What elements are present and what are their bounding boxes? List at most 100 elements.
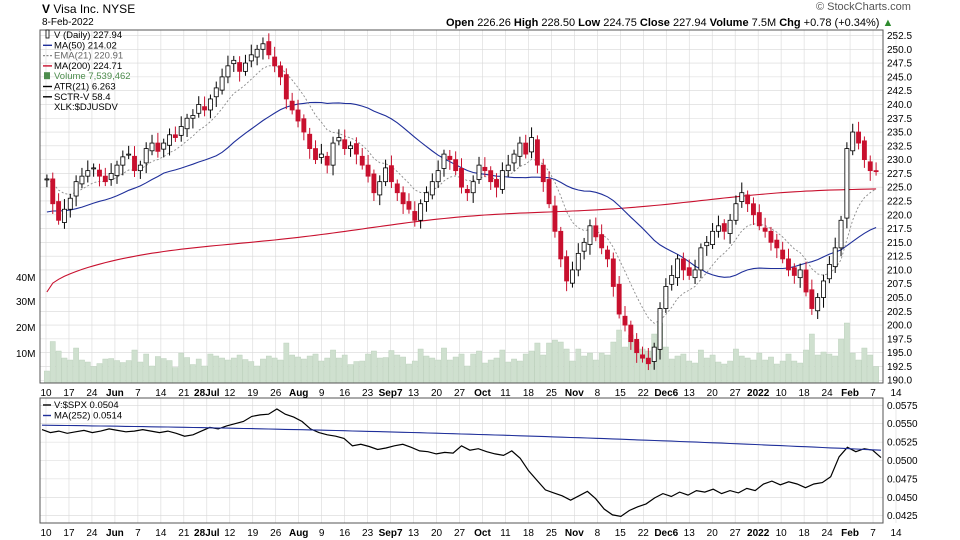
date-tick-label: 20 (431, 528, 443, 539)
candle-body (488, 170, 494, 183)
price-tick-label: 192.5 (887, 362, 912, 373)
candle-body (412, 211, 418, 221)
volume-bar (155, 356, 161, 384)
price-panel-frame (39, 29, 884, 384)
date-tick-label: 13 (408, 528, 420, 539)
candle-body (511, 153, 517, 164)
volume-bar (283, 342, 290, 384)
date-tick-label: 12 (224, 388, 236, 399)
volume-bar (470, 353, 477, 384)
date-tick-label: Aug (289, 528, 308, 539)
volume-bar (365, 353, 371, 384)
volume-bar (762, 359, 768, 384)
candle-body (295, 109, 301, 122)
volume-bar (236, 354, 243, 384)
price-tick-label: 220.0 (887, 210, 912, 221)
chg-label: Chg (779, 17, 801, 29)
volume-bar (353, 361, 360, 384)
date-tick-label: 19 (247, 528, 259, 539)
candle-body (645, 357, 651, 365)
volume-bar (295, 356, 301, 384)
volume-bar (709, 354, 716, 384)
volume-bar (435, 359, 441, 384)
date-tick-label: 7 (870, 388, 876, 399)
date-tick-label: 14 (155, 388, 167, 399)
volume-bar (371, 350, 377, 384)
symbol: V (42, 2, 51, 16)
ratio-panel-frame (39, 397, 884, 524)
volume-bar (44, 370, 50, 384)
date-tick-label: 7 (870, 528, 876, 539)
date-tick-label: Nov (565, 528, 584, 539)
volume-bar (826, 353, 833, 384)
price-tick-label: 225.0 (887, 183, 912, 194)
candle-body (482, 166, 488, 172)
volume-bar (663, 346, 669, 384)
volume-bar (855, 359, 862, 384)
volume-bar (406, 363, 412, 384)
volume-bar (482, 362, 488, 384)
date-tick-label: 22 (638, 528, 650, 539)
date-tick-label: 28Jul (194, 388, 220, 399)
date-tick-label: 20 (707, 528, 719, 539)
volume-bar (330, 349, 336, 384)
date-tick-label: 22 (638, 388, 650, 399)
volume-bar (260, 358, 266, 384)
candle-body (383, 167, 389, 183)
volume-bar (90, 366, 97, 384)
candle-body (797, 269, 803, 279)
date-tick-label: 27 (454, 528, 466, 539)
volume-bar (476, 350, 482, 384)
candle-body (861, 140, 867, 161)
candle-body (657, 308, 663, 350)
volume-bar (703, 357, 710, 384)
date-tick-label: 13 (684, 388, 696, 399)
candle-body (260, 43, 266, 50)
candle-body (120, 156, 126, 166)
volume-bar (376, 357, 383, 384)
candle-body (324, 155, 330, 166)
candle-body (499, 170, 505, 190)
date-tick-label: 16 (339, 528, 351, 539)
date-tick-label: 25 (546, 528, 558, 539)
candle-body (534, 139, 540, 166)
legend-entry: MA(252) 0.0514 (54, 411, 122, 422)
candle-body (476, 164, 482, 180)
candle-body (278, 65, 283, 78)
candle-body (254, 48, 260, 58)
volume-bar (67, 359, 74, 384)
date-tick-label: 18 (523, 528, 535, 539)
date-tick-label: 2022 (747, 528, 770, 539)
candle-body (289, 100, 295, 111)
candle-body (330, 142, 336, 166)
candle-body (844, 148, 850, 219)
candle-body (634, 339, 640, 354)
ratio-line (41, 408, 882, 518)
date-tick-label: 15 (615, 388, 627, 399)
date-tick-label: 27 (454, 388, 466, 399)
date-tick-label: 20 (707, 388, 719, 399)
date-tick-label: 10 (776, 388, 788, 399)
volume-bar (306, 355, 313, 384)
company-name: Visa Inc. (53, 2, 100, 16)
chart-date: 8-Feb-2022 (42, 17, 94, 28)
volume-bar (254, 365, 260, 384)
legend-entry: ATR(21) 6.263 (54, 82, 116, 93)
low-label: Low (578, 17, 601, 29)
volume-bar (785, 353, 792, 384)
candle-body (651, 346, 657, 362)
price-tick-label: 232.5 (887, 141, 912, 152)
volume-bar (744, 357, 751, 384)
volume-bar (265, 355, 272, 384)
ratio-tick-label: 0.0500 (887, 456, 918, 467)
candle-body (272, 56, 278, 67)
price-tick-label: 245.0 (887, 72, 912, 83)
candle-body (540, 164, 546, 183)
legend-entry: XLK:$DJUSDV (54, 102, 119, 113)
volume-bar (680, 353, 687, 384)
candle-body (669, 275, 675, 285)
price-tick-label: 210.0 (887, 265, 912, 276)
date-tick-label: 14 (890, 388, 902, 399)
candle-body (494, 179, 499, 188)
